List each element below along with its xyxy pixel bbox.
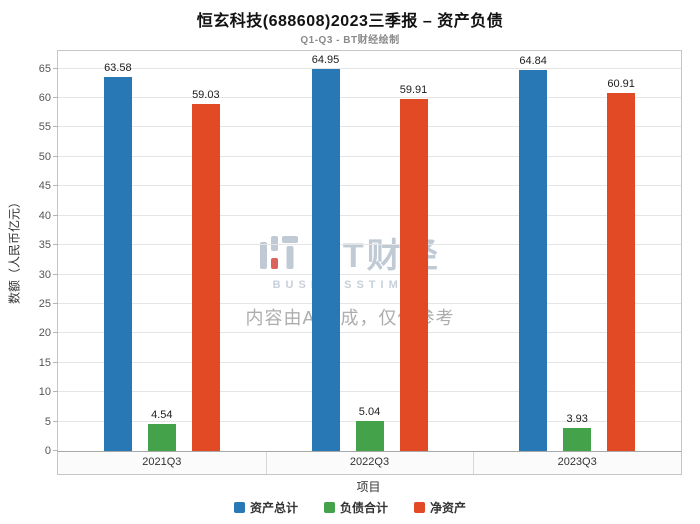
y-tick-label: 30: [38, 268, 51, 281]
bar-净资产-2023Q3: [607, 92, 636, 451]
y-tick-mark: [53, 450, 58, 451]
bar-负债合计-2022Q3: [355, 421, 384, 451]
x-category-label: 2023Q3: [557, 456, 597, 468]
bar-value-label: 63.58: [104, 62, 132, 74]
bar-value-label: 59.91: [399, 83, 428, 96]
bar-value-label: 3.93: [566, 412, 588, 425]
bar-净资产-2022Q3: [399, 98, 428, 451]
bar-资产总计-2023Q3: [519, 69, 548, 451]
legend-item-负债合计: 负债合计: [323, 499, 388, 516]
gridline: [58, 214, 681, 216]
y-tick-mark: [53, 391, 58, 393]
gridline: [58, 155, 681, 157]
y-tick-label: 40: [38, 209, 51, 222]
y-tick-mark: [53, 420, 58, 422]
bar-value-label: 60.91: [607, 77, 635, 90]
y-tick-mark: [53, 361, 58, 363]
legend-swatch: [233, 502, 245, 513]
y-tick-mark: [53, 214, 58, 216]
bar-value-label: 4.54: [151, 409, 173, 422]
legend-item-资产总计: 资产总计: [233, 499, 298, 516]
x-category-label: 2021Q3: [142, 456, 182, 468]
y-tick-label: 65: [38, 62, 51, 75]
y-tick-label: 15: [38, 356, 51, 369]
y-tick-mark: [53, 97, 58, 99]
legend-label: 净资产: [430, 501, 467, 515]
chart-subtitle: Q1-Q3 - BT财经绘制: [300, 35, 400, 46]
bar-value-label: 64.84: [519, 54, 547, 67]
gridline: [58, 67, 681, 69]
x-category-label: 2022Q3: [349, 456, 390, 468]
gridline: [58, 361, 681, 363]
legend-swatch: [323, 502, 335, 513]
bar-value-label: 5.04: [358, 406, 381, 419]
bar-负债合计-2023Q3: [563, 427, 592, 451]
chart-title: 恒玄科技(688608)2023三季报 – 资产负债: [196, 13, 504, 30]
legend-label: 资产总计: [249, 501, 298, 515]
y-tick-label: 25: [38, 297, 51, 310]
y-tick-mark: [53, 185, 58, 187]
y-tick-label: 45: [38, 180, 51, 193]
bar-资产总计-2021Q3: [103, 77, 132, 451]
y-tick-mark: [53, 126, 58, 128]
gridline: [58, 126, 681, 128]
y-tick-label: 0: [44, 445, 51, 457]
x-axis-divider: [265, 452, 267, 474]
y-tick-mark: [53, 67, 58, 69]
gridline: [58, 185, 681, 187]
x-axis-title: 项目: [356, 480, 381, 494]
bar-负债合计-2021Q3: [147, 424, 176, 451]
x-axis-band: 2021Q3 2022Q3 2023Q3: [57, 452, 682, 475]
y-tick-label: 55: [38, 121, 51, 134]
gridline: [58, 420, 681, 422]
gridline: [58, 302, 681, 304]
gridline: [58, 332, 681, 334]
y-tick-label: 5: [44, 415, 51, 428]
legend-label: 负债合计: [339, 501, 388, 515]
y-tick-mark: [53, 244, 58, 246]
gridline: [58, 244, 681, 246]
bar-净资产-2021Q3: [191, 103, 220, 451]
y-tick-mark: [53, 302, 58, 304]
y-tick-mark: [53, 273, 58, 275]
legend-swatch: [414, 502, 425, 513]
bar-value-label: 59.03: [192, 88, 220, 101]
y-tick-mark: [53, 332, 58, 334]
y-tick-mark: [53, 155, 58, 157]
gridline: [58, 391, 681, 393]
gridline: [58, 97, 681, 99]
bar-资产总计-2022Q3: [311, 68, 340, 451]
chart-legend: 资产总计 负债合计 净资产: [0, 499, 700, 516]
y-tick-label: 35: [38, 239, 51, 252]
bar-value-label: 64.95: [311, 53, 340, 66]
plot-area: 63.58 4.54 59.03 64.95 5.04 59.91 64.84 3.93 60.…: [53, 50, 682, 452]
watermark-brand-sub: BUSINESSTIMES: [272, 279, 428, 291]
y-tick-label: 60: [38, 92, 51, 105]
legend-item-净资产: 净资产: [414, 499, 466, 516]
gridline: [58, 273, 681, 275]
bt-logo-icon: [260, 235, 299, 269]
y-axis-tick-labels: 0 5 10 15 20 25 30 35 40 45 50 55 60 65: [18, 51, 51, 457]
y-tick-label: 10: [38, 386, 51, 399]
x-axis-divider: [473, 452, 475, 474]
y-tick-label: 20: [38, 327, 51, 340]
y-tick-label: 50: [38, 150, 51, 163]
